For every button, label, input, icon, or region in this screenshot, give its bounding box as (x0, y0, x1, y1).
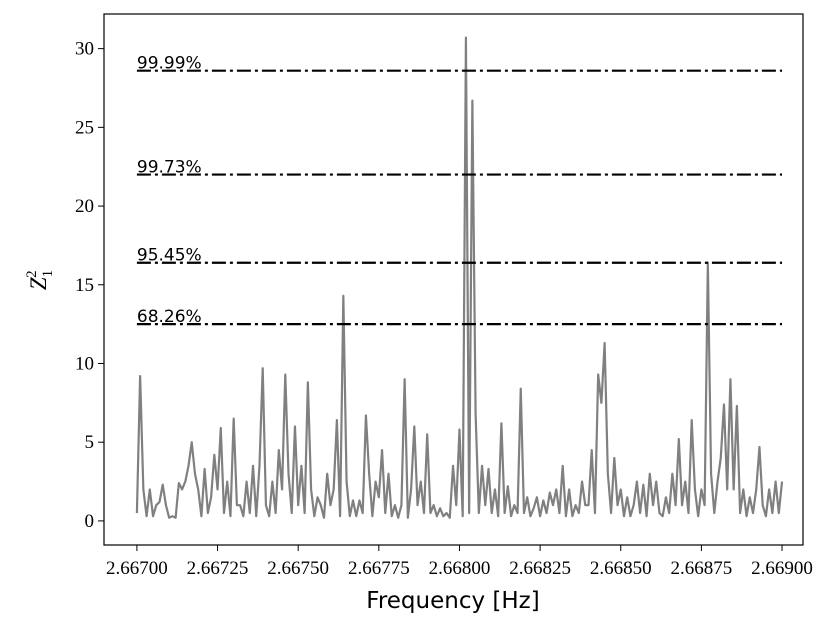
x-tick-label: 2.66725 (187, 558, 249, 579)
threshold-label: 99.99% (137, 54, 202, 74)
threshold-label: 95.45% (137, 246, 202, 266)
y-tick-label: 5 (85, 432, 95, 453)
y-label-sub: 1 (40, 270, 56, 278)
y-label-base: Z (26, 277, 51, 290)
y-tick-label: 0 (85, 511, 95, 532)
x-tick-label: 2.66700 (106, 558, 168, 579)
y-tick-label: 30 (75, 39, 94, 60)
y-tick-label: 25 (75, 117, 94, 138)
y-tick-label: 20 (75, 196, 94, 217)
plot-frame (103, 13, 804, 546)
y-label-sup: 2 (24, 270, 40, 278)
x-axis-label: Frequency [Hz] (366, 588, 539, 614)
threshold-label: 99.73% (137, 158, 202, 178)
x-tick-label: 2.66825 (509, 558, 571, 579)
y-axis-label: Z12 (24, 270, 56, 290)
y-tick-label: 15 (75, 275, 94, 296)
x-tick-label: 2.66900 (751, 558, 813, 579)
x-tick-label: 2.66750 (267, 558, 329, 579)
x-tick-label: 2.66850 (590, 558, 652, 579)
data-line (135, 36, 784, 519)
x-tick-label: 2.66800 (429, 558, 491, 579)
x-tick-label: 2.66775 (348, 558, 410, 579)
threshold-label: 68.26% (137, 307, 202, 327)
y-tick-label: 10 (75, 353, 94, 374)
x-tick-label: 2.66875 (671, 558, 733, 579)
